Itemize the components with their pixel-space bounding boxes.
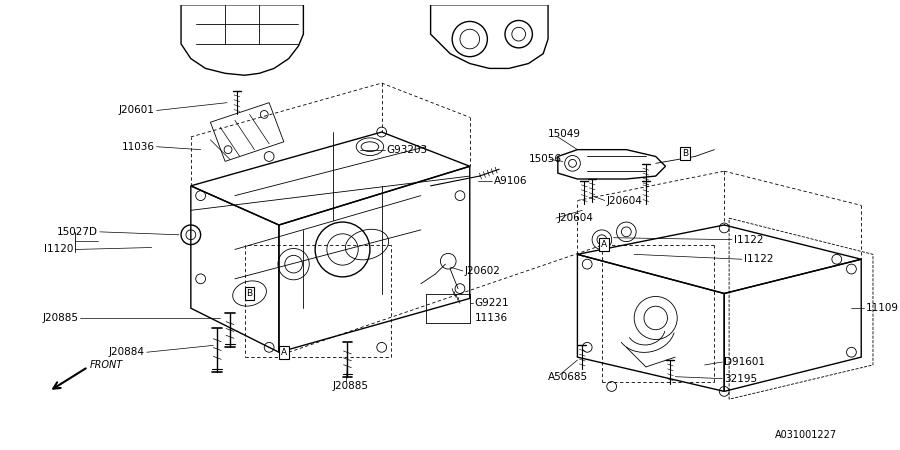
Text: 11136: 11136 — [474, 313, 508, 323]
Text: J20601: J20601 — [119, 105, 155, 116]
Text: B: B — [682, 149, 688, 158]
Text: A50685: A50685 — [548, 372, 589, 382]
Polygon shape — [181, 5, 303, 75]
Text: G93203: G93203 — [387, 144, 428, 155]
Text: A: A — [601, 240, 607, 249]
Text: A9106: A9106 — [494, 176, 527, 186]
Text: D91601: D91601 — [724, 357, 765, 367]
Text: J20885: J20885 — [42, 313, 78, 323]
Text: 11036: 11036 — [122, 142, 155, 152]
Polygon shape — [430, 5, 548, 68]
Text: 32195: 32195 — [724, 374, 757, 384]
Text: G9221: G9221 — [474, 298, 509, 308]
Text: 11109: 11109 — [866, 303, 899, 313]
Text: I1122: I1122 — [743, 254, 773, 264]
Text: 15049: 15049 — [548, 129, 581, 139]
Text: I1122: I1122 — [734, 235, 763, 245]
Text: I1120: I1120 — [44, 244, 74, 254]
Text: A: A — [281, 348, 287, 357]
Text: J20884: J20884 — [109, 347, 145, 357]
Text: A031001227: A031001227 — [775, 430, 837, 441]
Text: J20604: J20604 — [558, 213, 594, 223]
Text: J20602: J20602 — [465, 266, 500, 276]
Text: J20604: J20604 — [607, 196, 643, 206]
Text: J20885: J20885 — [333, 382, 369, 392]
Text: B: B — [247, 289, 253, 298]
Text: FRONT: FRONT — [90, 360, 123, 370]
Text: 15056: 15056 — [528, 154, 562, 164]
Text: 15027D: 15027D — [57, 227, 98, 237]
